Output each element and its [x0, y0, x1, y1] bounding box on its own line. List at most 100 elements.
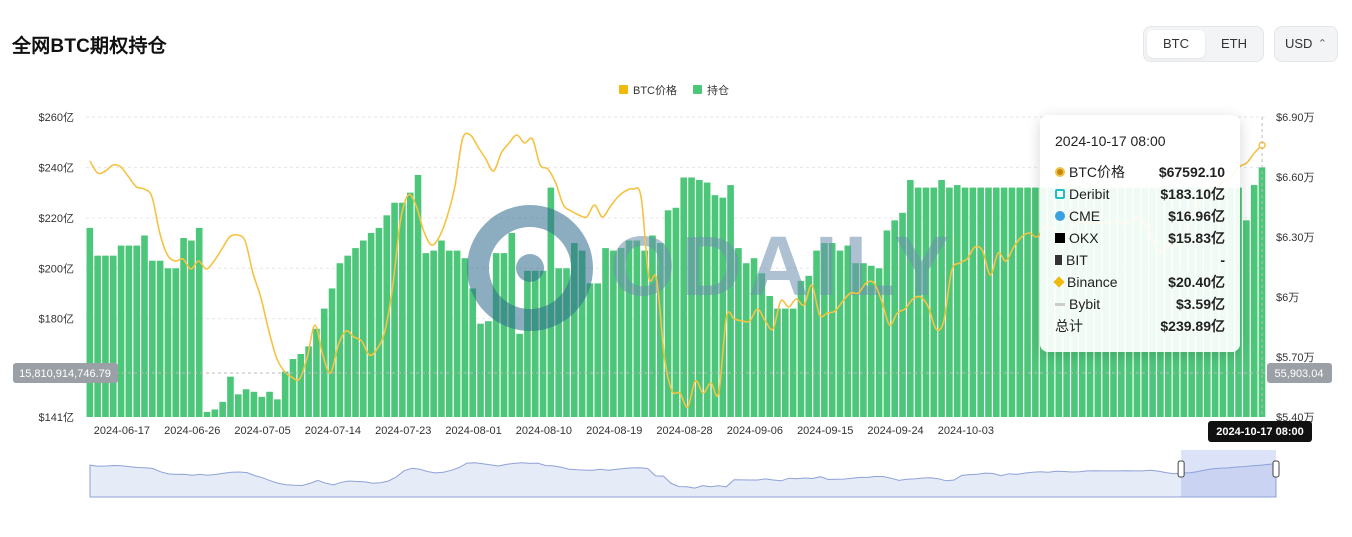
oi-bar [94, 255, 101, 417]
oi-bar [195, 227, 203, 417]
tooltip-row-name: Deribit [1069, 186, 1110, 202]
oi-bar [875, 268, 883, 417]
oi-bar [477, 323, 484, 417]
navigator-handle[interactable] [1177, 460, 1185, 478]
oi-bar [836, 250, 844, 417]
legend-label-oi: 持仓 [707, 83, 729, 97]
tooltip-row-name: Binance [1067, 274, 1118, 290]
y-left-tick: $260亿 [39, 111, 74, 124]
y-left-tick: $180亿 [39, 313, 74, 326]
oi-bar [109, 255, 117, 417]
x-tick: 2024-10-03 [938, 425, 994, 437]
binance-icon [1053, 276, 1065, 288]
legend-swatch-oi [693, 85, 702, 94]
oi-bar [914, 187, 922, 417]
oi-bar [641, 250, 648, 417]
tooltip-row: 总计 $239.89亿 [1055, 315, 1225, 337]
tooltip-row-value: $183.10亿 [1160, 186, 1225, 202]
oi-bar [281, 371, 289, 417]
oi-bar [883, 230, 891, 417]
oi-bar [1008, 187, 1016, 417]
oi-bar [485, 321, 492, 417]
tooltip-row: Bybit $3.59亿 [1055, 293, 1225, 315]
tab-btc[interactable]: BTC [1147, 30, 1205, 58]
oi-bar [711, 195, 719, 417]
oi-bar [406, 192, 414, 417]
oi-bar [610, 250, 617, 417]
oi-bar [227, 376, 234, 417]
page-title: 全网BTC期权持仓 [12, 36, 167, 57]
oi-bar [735, 248, 742, 417]
hover-tooltip: 2024-10-17 08:00 BTC价格 $67592.10 Deribit $1… [1040, 115, 1240, 352]
oi-bar [547, 187, 555, 417]
oi-bar [1250, 185, 1258, 417]
navigator-series [89, 462, 1277, 498]
tab-eth[interactable]: ETH [1221, 36, 1247, 51]
tooltip-row: BIT - [1055, 249, 1225, 271]
oi-bar [445, 250, 453, 417]
oi-bar [469, 288, 477, 417]
x-tick: 2024-09-06 [727, 425, 783, 437]
oi-bar [156, 260, 164, 417]
x-tick: 2024-09-15 [797, 425, 853, 437]
oi-bar [766, 295, 773, 417]
oi-bar [125, 245, 133, 417]
oi-bar [539, 270, 547, 417]
oi-bar [258, 396, 266, 417]
oi-bar [633, 240, 641, 417]
oi-bar [664, 210, 672, 417]
tooltip-row-value: - [1220, 252, 1225, 268]
oi-bar [133, 245, 140, 417]
oi-bar [789, 308, 797, 417]
watermark-text: ODAILY [610, 219, 956, 313]
y-left-tick: $240亿 [39, 161, 74, 174]
crosshair-left-box [13, 363, 118, 383]
oi-bar [750, 258, 758, 417]
oi-bar [938, 180, 945, 417]
oi-bar [1000, 187, 1008, 417]
oi-bar [250, 391, 258, 417]
oi-bar [391, 202, 398, 417]
chevron-updown-icon: ⌃ [1317, 38, 1327, 50]
oi-bar [375, 227, 383, 417]
currency-value: USD [1285, 36, 1313, 51]
oi-bar [672, 207, 680, 417]
x-tick: 2024-07-05 [234, 425, 290, 437]
navigator-handle[interactable] [1272, 460, 1280, 478]
legend-swatch-price [619, 85, 628, 94]
oi-bar [172, 268, 180, 417]
oi-bar [907, 180, 914, 417]
tooltip-row-value: $15.83亿 [1168, 230, 1225, 246]
okx-icon [1055, 233, 1065, 243]
oi-bar [586, 283, 594, 417]
oi-bar [180, 238, 187, 417]
y-right-tick: $5.70万 [1276, 352, 1315, 364]
tooltip-row-name: BIT [1066, 252, 1088, 268]
oi-bar [555, 268, 562, 417]
oi-bar [617, 248, 625, 417]
currency-select[interactable]: USD ⌃ [1274, 26, 1338, 62]
oi-bar [117, 245, 125, 417]
oi-bar [563, 268, 570, 417]
oi-bar [602, 248, 609, 417]
tooltip-row-value: $20.40亿 [1168, 274, 1225, 290]
oi-bar [742, 263, 750, 417]
oi-bar [203, 411, 211, 417]
oi-bar [242, 389, 250, 417]
x-tick: 2024-08-10 [516, 425, 572, 437]
oi-bar [320, 308, 328, 417]
oi-bar [813, 250, 820, 417]
x-tick: 2024-08-19 [586, 425, 642, 437]
tooltip-row: BTC价格 $67592.10 [1055, 161, 1225, 183]
odaily-watermark: ODAILY [467, 205, 956, 331]
oi-bar [571, 243, 578, 417]
oi-bar [782, 308, 789, 417]
oi-bar [953, 185, 961, 417]
crosshair-x-label: 2024-10-17 08:00 [1216, 426, 1303, 438]
oi-bar [1024, 187, 1031, 417]
oi-bar [305, 346, 312, 417]
x-tick: 2024-07-14 [305, 425, 361, 437]
oi-bar [727, 185, 734, 417]
oi-bar [86, 227, 94, 417]
